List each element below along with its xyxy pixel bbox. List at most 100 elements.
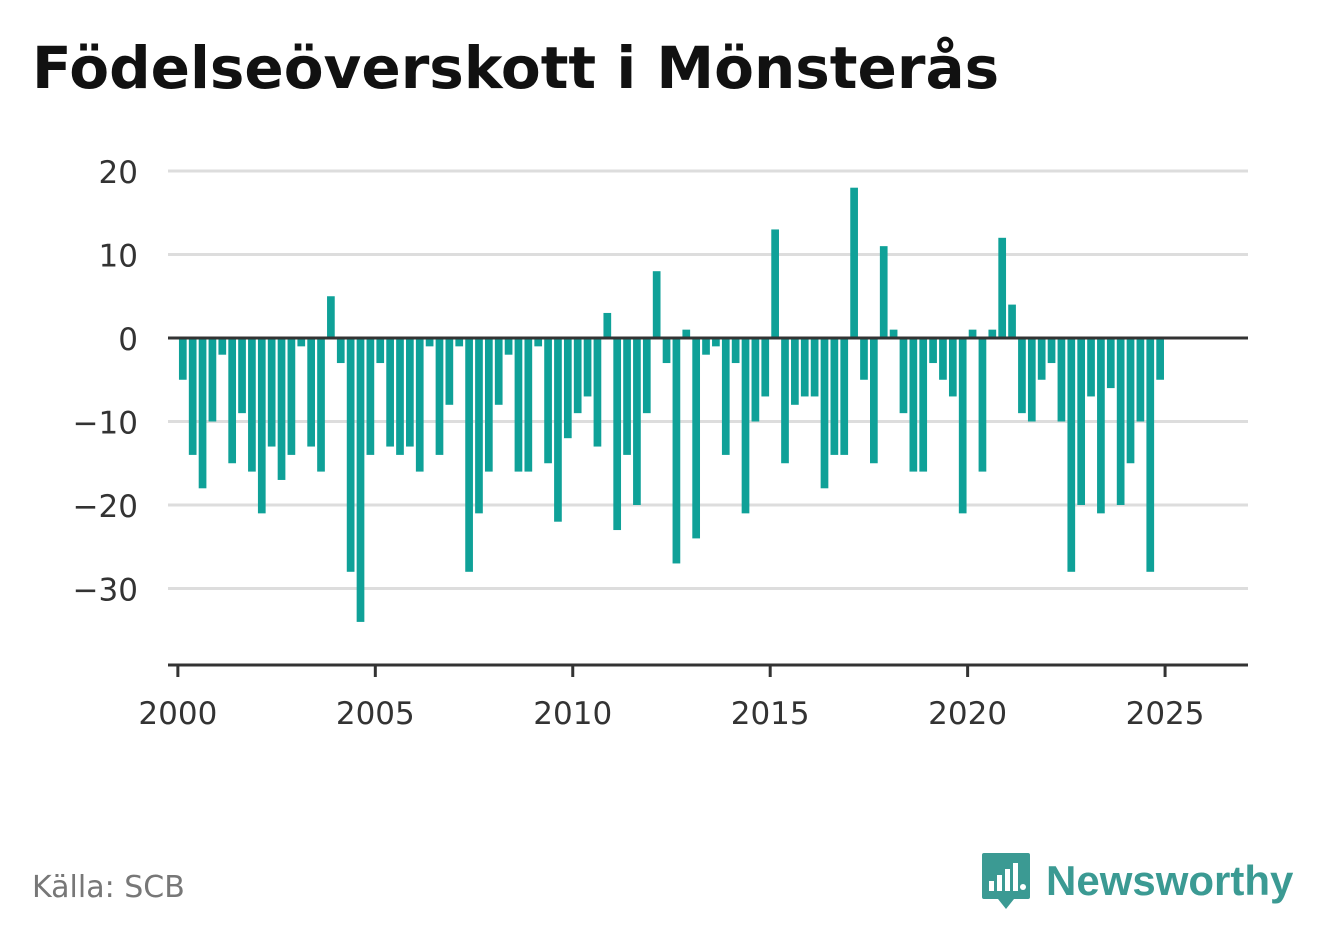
bar	[731, 338, 740, 364]
bar	[297, 338, 306, 347]
bar	[524, 338, 533, 472]
bar	[307, 338, 315, 447]
bar	[425, 338, 434, 347]
bar	[692, 338, 701, 539]
newsworthy-logo: Newsworthy	[980, 850, 1293, 912]
bar	[850, 187, 858, 338]
bar	[415, 338, 424, 472]
bar	[948, 338, 957, 397]
bar	[248, 338, 256, 472]
bar	[1156, 338, 1164, 380]
bar	[879, 246, 888, 338]
bar	[514, 338, 523, 472]
y-tick-label: −20	[73, 489, 138, 525]
y-tick-label: 10	[99, 239, 138, 275]
bar	[317, 338, 325, 472]
bar	[465, 338, 473, 572]
x-tick-label: 2025	[1126, 696, 1205, 732]
bar	[1106, 338, 1115, 389]
bar	[386, 338, 394, 447]
bar	[188, 338, 197, 455]
brand-name: Newsworthy	[1046, 857, 1294, 904]
bar	[860, 338, 868, 380]
bar	[988, 329, 997, 338]
bar	[633, 338, 641, 505]
bar	[455, 338, 464, 347]
bar	[771, 229, 779, 338]
x-tick-label: 2020	[928, 696, 1007, 732]
bar	[870, 338, 878, 464]
bar	[544, 338, 552, 464]
bar	[238, 338, 246, 414]
bar	[958, 338, 967, 514]
bar	[751, 338, 760, 422]
bar	[336, 338, 345, 364]
y-tick-label: −10	[73, 406, 138, 442]
bar	[909, 338, 918, 472]
bar	[672, 338, 681, 564]
bar	[208, 338, 217, 422]
bar	[968, 329, 977, 338]
y-tick-label: 0	[118, 322, 138, 358]
bar	[267, 338, 276, 447]
bar	[1077, 338, 1086, 505]
bar	[998, 237, 1007, 338]
bar	[1067, 338, 1076, 572]
bar	[721, 338, 730, 455]
bar	[939, 338, 947, 380]
bar	[1136, 338, 1145, 422]
bar	[218, 338, 227, 355]
bar	[1097, 338, 1105, 514]
bar	[346, 338, 355, 572]
bar	[435, 338, 444, 455]
x-tick-label: 2015	[731, 696, 810, 732]
bar	[1057, 338, 1066, 422]
bar	[652, 271, 661, 338]
bar	[889, 329, 898, 338]
bar	[406, 338, 414, 447]
bar	[830, 338, 839, 455]
bar	[919, 338, 928, 472]
newsworthy-logo-icon	[982, 853, 1030, 909]
bar	[800, 338, 809, 397]
bar	[810, 338, 819, 397]
bar	[376, 338, 385, 364]
bar	[899, 338, 908, 414]
bar	[583, 338, 592, 397]
bar	[712, 338, 720, 347]
bar	[494, 338, 503, 405]
bar	[781, 338, 789, 464]
bar	[554, 338, 562, 522]
source-label: Källa: SCB	[32, 870, 185, 905]
bar	[820, 338, 829, 489]
bar	[761, 338, 770, 397]
bar	[573, 338, 582, 414]
bar	[366, 338, 375, 455]
bar	[929, 338, 937, 364]
bar	[662, 338, 671, 364]
bar	[504, 338, 513, 355]
bar	[228, 338, 237, 464]
chart-title: Födelseöverskott i Mönsterås	[32, 34, 1000, 102]
bar	[475, 338, 483, 514]
x-tick-label: 2010	[533, 696, 612, 732]
y-tick-label: 20	[99, 155, 138, 191]
bar	[623, 338, 631, 455]
bar	[1027, 338, 1036, 422]
bar	[445, 338, 454, 405]
bar	[1087, 338, 1095, 397]
bar	[257, 338, 266, 514]
bar	[484, 338, 493, 472]
bar	[840, 338, 849, 455]
bar	[978, 338, 987, 472]
bar	[1037, 338, 1046, 380]
bar	[178, 338, 187, 380]
bar	[287, 338, 296, 455]
bar	[603, 312, 612, 338]
bar	[396, 338, 404, 455]
bar	[563, 338, 572, 439]
bar	[327, 296, 335, 338]
bar	[356, 338, 365, 622]
bar	[1116, 338, 1125, 505]
bar	[791, 338, 799, 405]
